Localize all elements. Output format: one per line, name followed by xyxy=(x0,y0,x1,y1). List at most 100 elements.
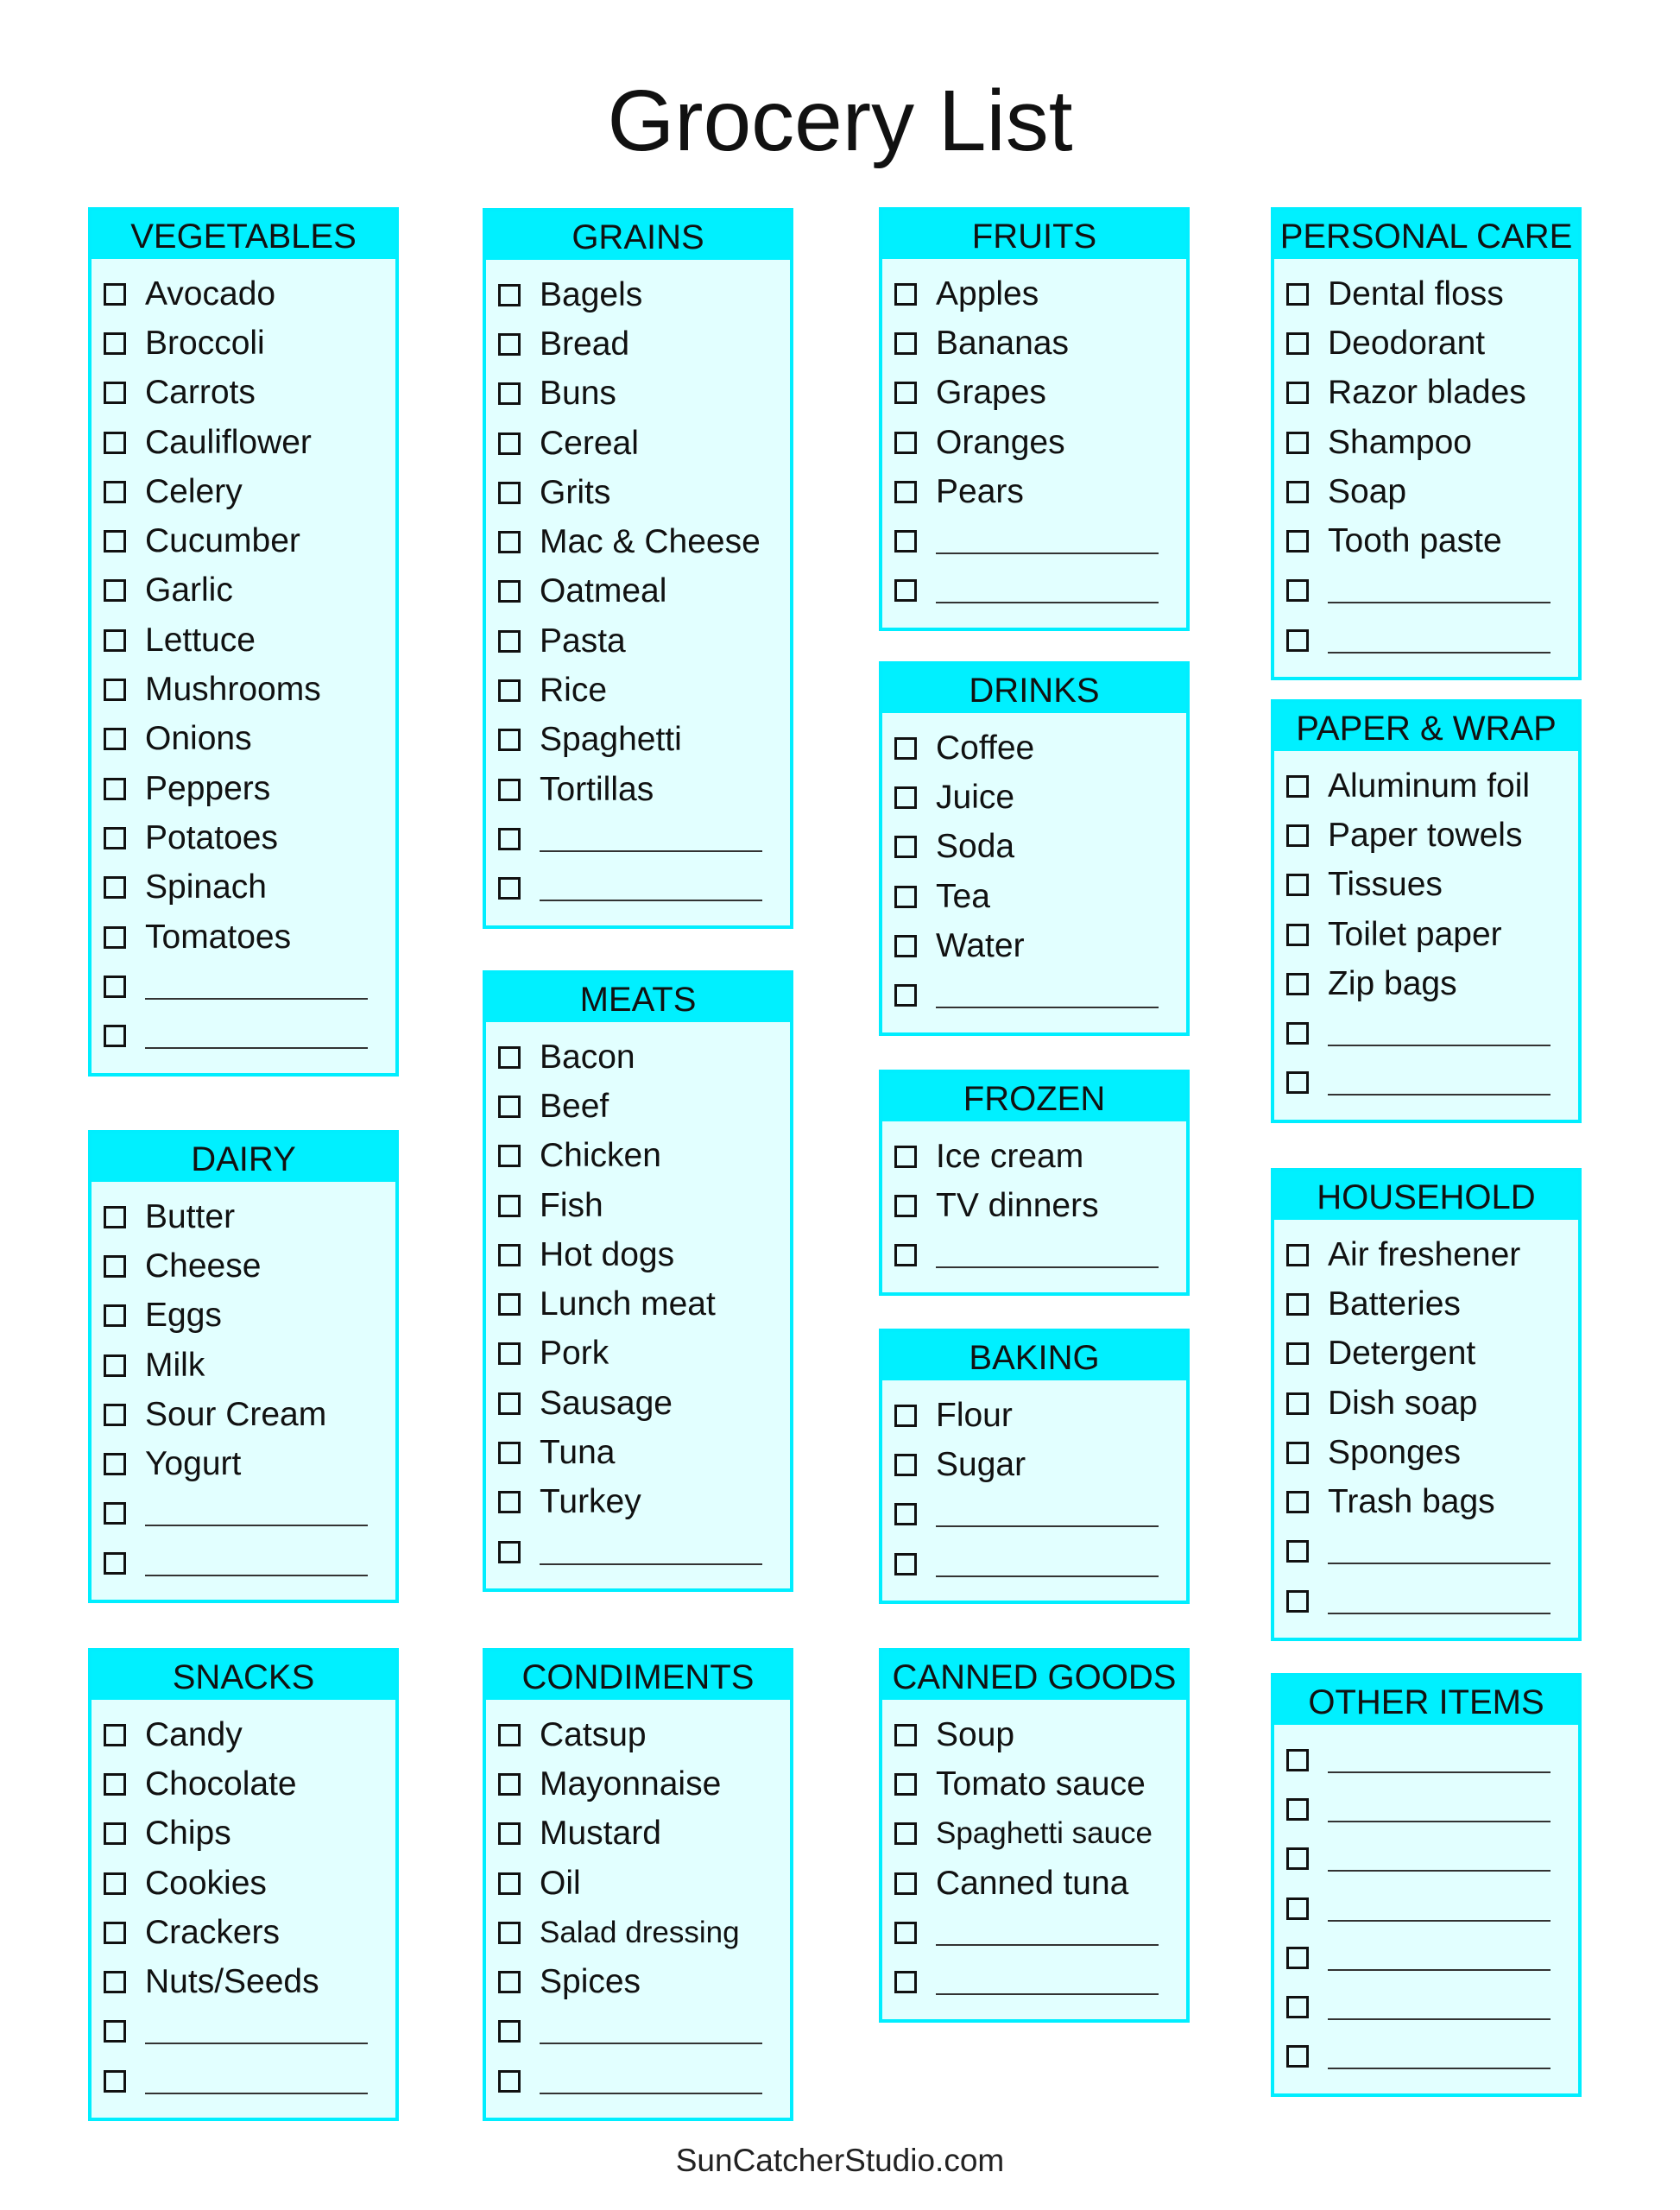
checkbox[interactable] xyxy=(1286,1897,1309,1920)
checkbox[interactable] xyxy=(498,382,521,406)
checkbox[interactable] xyxy=(498,679,521,703)
write-in-line[interactable] xyxy=(1328,1968,1551,1971)
checkbox[interactable] xyxy=(894,1145,917,1168)
checkbox[interactable] xyxy=(498,2020,521,2043)
write-in-line[interactable] xyxy=(540,900,762,902)
checkbox[interactable] xyxy=(498,1540,521,1563)
write-in-line[interactable] xyxy=(936,552,1159,555)
write-in-line[interactable] xyxy=(145,997,368,1000)
checkbox[interactable] xyxy=(104,1872,126,1895)
checkbox[interactable] xyxy=(1286,1996,1309,2019)
write-in-line[interactable] xyxy=(540,2092,762,2094)
checkbox[interactable] xyxy=(498,531,521,554)
checkbox[interactable] xyxy=(1286,774,1309,798)
checkbox[interactable] xyxy=(1286,332,1309,355)
checkbox[interactable] xyxy=(498,432,521,455)
checkbox[interactable] xyxy=(894,934,917,957)
write-in-line[interactable] xyxy=(1328,602,1551,604)
checkbox[interactable] xyxy=(1286,1071,1309,1095)
checkbox[interactable] xyxy=(894,1772,917,1796)
checkbox[interactable] xyxy=(894,1971,917,1994)
checkbox[interactable] xyxy=(1286,972,1309,995)
write-in-line[interactable] xyxy=(936,1993,1159,1996)
checkbox[interactable] xyxy=(894,1194,917,1217)
checkbox[interactable] xyxy=(498,1342,521,1366)
checkbox[interactable] xyxy=(1286,824,1309,847)
checkbox[interactable] xyxy=(894,480,917,503)
checkbox[interactable] xyxy=(498,729,521,752)
checkbox[interactable] xyxy=(1286,1797,1309,1821)
write-in-line[interactable] xyxy=(936,1266,1159,1269)
checkbox[interactable] xyxy=(894,1244,917,1267)
checkbox[interactable] xyxy=(1286,1946,1309,1969)
checkbox[interactable] xyxy=(104,826,126,849)
checkbox[interactable] xyxy=(1286,1847,1309,1871)
checkbox[interactable] xyxy=(1286,431,1309,454)
checkbox[interactable] xyxy=(894,1453,917,1476)
checkbox[interactable] xyxy=(104,1025,126,1048)
checkbox[interactable] xyxy=(894,579,917,603)
checkbox[interactable] xyxy=(894,836,917,859)
checkbox[interactable] xyxy=(498,1442,521,1465)
checkbox[interactable] xyxy=(498,1243,521,1266)
checkbox[interactable] xyxy=(104,480,126,503)
checkbox[interactable] xyxy=(894,786,917,809)
checkbox[interactable] xyxy=(894,984,917,1007)
write-in-line[interactable] xyxy=(936,602,1159,604)
checkbox[interactable] xyxy=(498,1822,521,1846)
checkbox[interactable] xyxy=(498,1095,521,1118)
write-in-line[interactable] xyxy=(540,1563,762,1565)
checkbox[interactable] xyxy=(894,1921,917,1944)
checkbox[interactable] xyxy=(104,1551,126,1575)
checkbox[interactable] xyxy=(498,1392,521,1415)
checkbox[interactable] xyxy=(104,728,126,751)
checkbox[interactable] xyxy=(104,1723,126,1746)
checkbox[interactable] xyxy=(894,1404,917,1427)
checkbox[interactable] xyxy=(894,736,917,760)
checkbox[interactable] xyxy=(1286,1243,1309,1266)
checkbox[interactable] xyxy=(104,1772,126,1796)
checkbox[interactable] xyxy=(498,1723,521,1746)
write-in-line[interactable] xyxy=(1328,1919,1551,1922)
write-in-line[interactable] xyxy=(145,1574,368,1576)
checkbox[interactable] xyxy=(894,282,917,306)
checkbox[interactable] xyxy=(498,629,521,653)
write-in-line[interactable] xyxy=(1328,1820,1551,1822)
checkbox[interactable] xyxy=(104,679,126,702)
checkbox[interactable] xyxy=(104,1304,126,1328)
checkbox[interactable] xyxy=(498,2069,521,2093)
checkbox[interactable] xyxy=(1286,480,1309,503)
write-in-line[interactable] xyxy=(1328,2018,1551,2021)
checkbox[interactable] xyxy=(104,282,126,306)
write-in-line[interactable] xyxy=(1328,1771,1551,1773)
checkbox[interactable] xyxy=(894,1822,917,1846)
write-in-line[interactable] xyxy=(540,2043,762,2045)
checkbox[interactable] xyxy=(1286,2045,1309,2068)
checkbox[interactable] xyxy=(104,1502,126,1525)
checkbox[interactable] xyxy=(1286,530,1309,553)
checkbox[interactable] xyxy=(498,1921,521,1944)
checkbox[interactable] xyxy=(104,925,126,949)
checkbox[interactable] xyxy=(894,1872,917,1895)
checkbox[interactable] xyxy=(104,777,126,800)
checkbox[interactable] xyxy=(104,1822,126,1846)
checkbox[interactable] xyxy=(104,530,126,553)
write-in-line[interactable] xyxy=(145,2092,368,2094)
checkbox[interactable] xyxy=(104,975,126,998)
checkbox[interactable] xyxy=(1286,1392,1309,1415)
checkbox[interactable] xyxy=(498,1491,521,1514)
write-in-line[interactable] xyxy=(1328,1612,1551,1614)
checkbox[interactable] xyxy=(894,431,917,454)
write-in-line[interactable] xyxy=(145,1047,368,1050)
checkbox[interactable] xyxy=(1286,1540,1309,1563)
checkbox[interactable] xyxy=(104,1453,126,1476)
write-in-line[interactable] xyxy=(936,1575,1159,1577)
checkbox[interactable] xyxy=(1286,1292,1309,1316)
write-in-line[interactable] xyxy=(1328,1094,1551,1096)
checkbox[interactable] xyxy=(1286,1589,1309,1613)
checkbox[interactable] xyxy=(1286,1491,1309,1514)
checkbox[interactable] xyxy=(498,1772,521,1796)
write-in-line[interactable] xyxy=(540,849,762,852)
write-in-line[interactable] xyxy=(1328,2068,1551,2070)
checkbox[interactable] xyxy=(498,1045,521,1069)
